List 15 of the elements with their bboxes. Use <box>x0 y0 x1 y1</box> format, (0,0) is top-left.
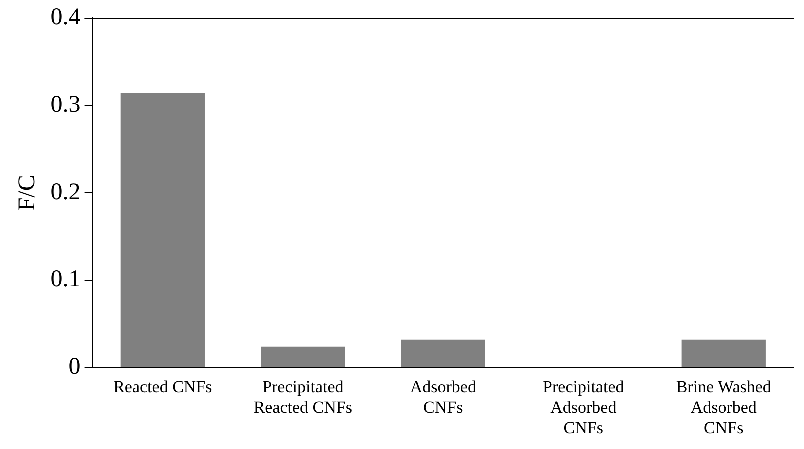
y-axis-title: F/C <box>14 175 41 212</box>
x-tick-label: Precipitated Reacted CNFs <box>254 377 353 417</box>
x-tick-label: Adsorbed CNFs <box>410 377 477 417</box>
bar <box>682 340 766 368</box>
x-tick-label: Brine Washed Adsorbed CNFs <box>676 377 772 438</box>
bar <box>401 340 486 368</box>
x-tick-label: Precipitated Adsorbed CNFs <box>543 377 625 438</box>
bar <box>261 346 346 368</box>
bar <box>120 94 205 368</box>
y-tick-label: 0.1 <box>50 266 81 293</box>
x-tick-label: Reacted CNFs <box>114 377 212 396</box>
y-tick-label: 0 <box>68 354 81 380</box>
y-tick-label: 0.4 <box>50 4 81 31</box>
y-tick-label: 0.3 <box>50 92 81 118</box>
y-tick-label: 0.2 <box>50 179 81 206</box>
